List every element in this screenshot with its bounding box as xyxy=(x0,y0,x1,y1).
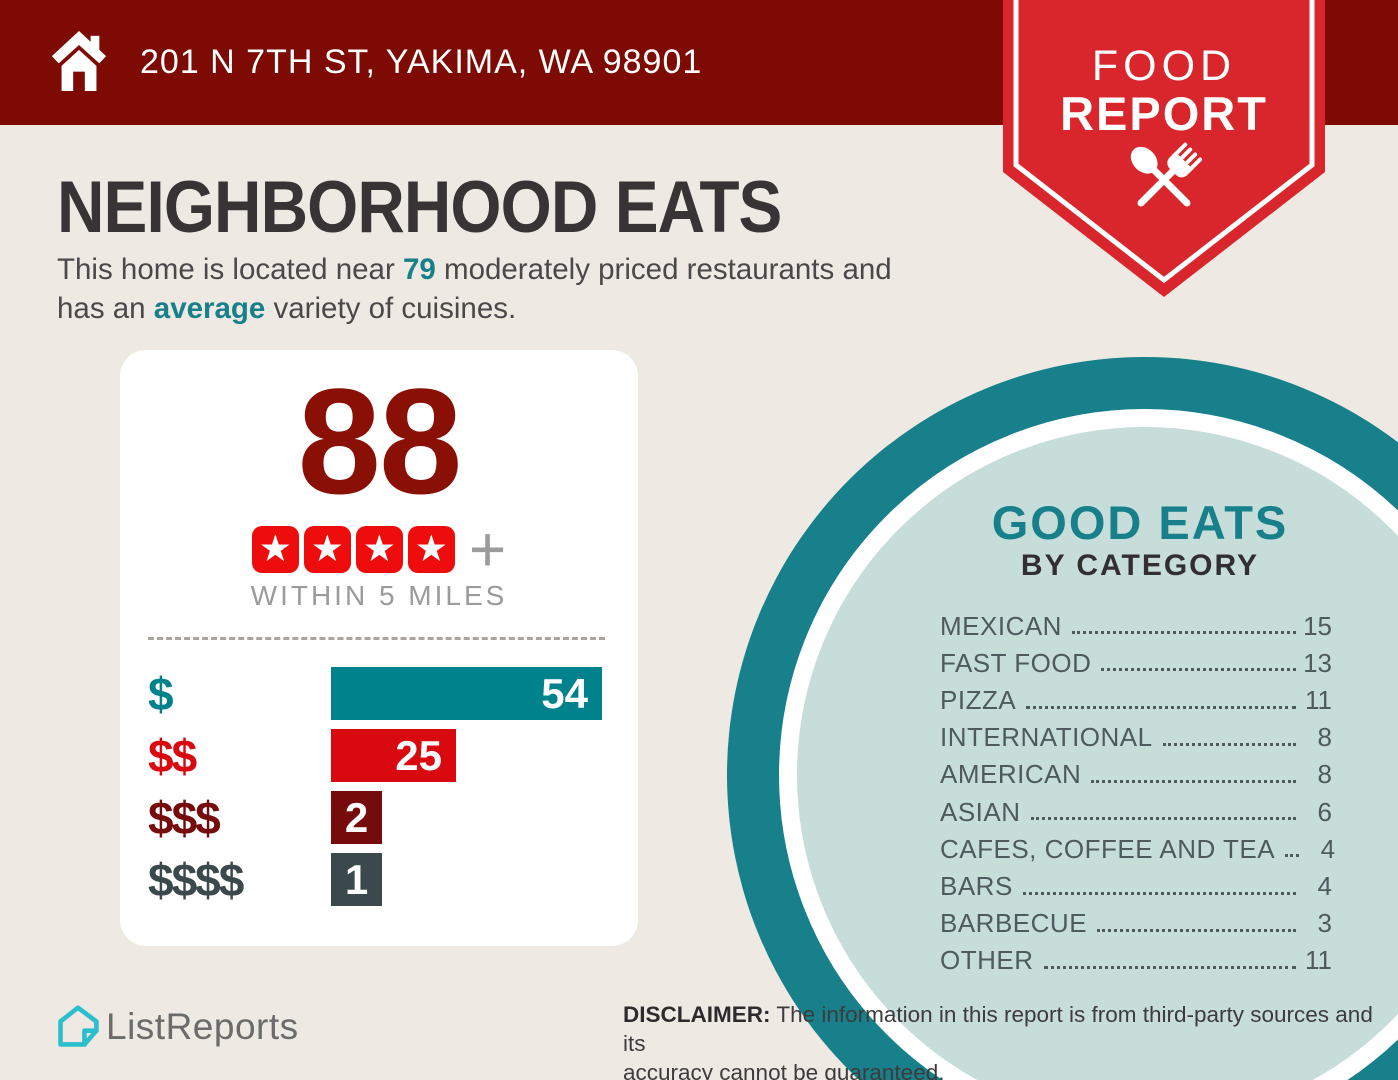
category-row: INTERNATIONAL 8 xyxy=(940,715,1332,752)
category-label: ASIAN xyxy=(940,796,1021,827)
category-value: 13 xyxy=(1303,647,1332,678)
category-row: AMERICAN 8 xyxy=(940,752,1332,789)
star-badges: ★ ★ ★ ★ xyxy=(251,526,455,573)
category-value: 11 xyxy=(1305,684,1332,715)
dotted-leader xyxy=(1071,631,1296,635)
disclaimer-label: DISCLAIMER: xyxy=(623,1002,771,1027)
price-bar-row: $54 xyxy=(120,667,638,720)
category-value: 8 xyxy=(1317,722,1332,753)
dotted-leader xyxy=(1097,928,1296,932)
intro-line1-pre: This home is located near xyxy=(57,253,403,286)
category-row: MEXICAN 15 xyxy=(940,603,1332,640)
category-value: 6 xyxy=(1317,796,1332,827)
category-row: PIZZA 11 xyxy=(940,677,1332,714)
dotted-leader xyxy=(1043,965,1296,969)
dotted-leader xyxy=(1285,854,1300,858)
price-bar: 1 xyxy=(331,853,382,906)
radius-label: WITHIN 5 MILES xyxy=(250,580,508,611)
category-list: MEXICAN 15 FAST FOOD 13 PIZZA 11 INTERNATIONAL… xyxy=(940,603,1336,975)
price-tier-label: $$$ xyxy=(148,791,221,844)
page-title: NEIGHBORHOOD EATS xyxy=(57,167,782,248)
crossed-spoon-and-fork-icon xyxy=(1130,142,1203,207)
disclaimer: DISCLAIMER: The information in this repo… xyxy=(623,1000,1398,1080)
dotted-leader xyxy=(1022,891,1296,895)
price-tier-label: $$ xyxy=(148,729,197,782)
dotted-leader xyxy=(1030,817,1296,821)
variety-word: average xyxy=(153,292,266,325)
good-eats-subtitle: BY CATEGORY xyxy=(1020,549,1260,582)
good-eats-title: GOOD EATS xyxy=(991,496,1289,549)
price-bar-value: 54 xyxy=(541,669,588,717)
ribbon-title-line2: REPORT xyxy=(1060,87,1268,140)
dotted-leader xyxy=(1026,705,1296,709)
star-icon: ★ xyxy=(303,526,351,573)
intro-line1-post: moderately priced restaurants and xyxy=(435,253,892,286)
category-label: PIZZA xyxy=(940,684,1017,715)
star-icon: ★ xyxy=(407,526,455,573)
category-row: BARS 4 xyxy=(940,863,1332,900)
category-row: ASIAN 6 xyxy=(940,789,1332,826)
disclaimer-line2: accuracy cannot be guaranteed. xyxy=(623,1060,945,1080)
price-bars: $54 $$ 25 $$$ 2 $$$$ 1 xyxy=(120,667,638,915)
property-address: 201 N 7TH ST, YAKIMA, WA 98901 xyxy=(140,43,703,81)
intro-text: This home is located near 79 moderately … xyxy=(57,250,892,328)
price-bar-row: $$$ 2 xyxy=(120,791,638,844)
price-bar-row: $$ 25 xyxy=(120,729,638,782)
plus-icon: + xyxy=(468,513,507,585)
star-icon: ★ xyxy=(355,526,403,573)
category-label: BARS xyxy=(940,870,1013,901)
food-report-ribbon: FOOD REPORT xyxy=(1003,0,1325,300)
category-label: MEXICAN xyxy=(940,610,1062,641)
restaurant-score: 88 xyxy=(297,357,463,525)
price-bar: 25 xyxy=(331,729,456,782)
category-label: CAFES, COFFEE AND TEA xyxy=(940,833,1276,864)
ribbon-shape xyxy=(1003,0,1325,297)
dotted-leader xyxy=(1101,668,1296,672)
star-icon: ★ xyxy=(251,526,299,573)
category-row: BARBECUE 3 xyxy=(940,901,1332,938)
category-value: 11 xyxy=(1305,945,1332,976)
star-rating: ★ ★ ★ ★ + xyxy=(120,513,638,585)
dashed-divider xyxy=(148,637,605,640)
category-row: FAST FOOD 13 xyxy=(940,640,1332,677)
restaurant-count: 79 xyxy=(402,253,436,286)
category-value: 15 xyxy=(1303,610,1332,641)
price-bar: 2 xyxy=(331,791,382,844)
price-bar-row: $$$$ 1 xyxy=(120,853,638,906)
category-label: FAST FOOD xyxy=(940,647,1092,678)
score-card: 88 ★ ★ ★ ★ + WITHIN 5 MILES $54 $$ 25 $$$ 2 $$$$… xyxy=(120,350,638,946)
category-label: INTERNATIONAL xyxy=(940,722,1153,753)
dotted-leader xyxy=(1091,779,1296,783)
disclaimer-line1: The information in this report is from t… xyxy=(623,1002,1373,1056)
ribbon-title-line1: FOOD xyxy=(1091,42,1237,90)
price-bar: 54 xyxy=(331,667,602,720)
listreports-house-icon xyxy=(58,1005,99,1047)
brand-name: ListReports xyxy=(106,1006,299,1047)
price-tier-label: $$$$ xyxy=(148,853,244,906)
category-value: 3 xyxy=(1317,908,1332,939)
category-value: 4 xyxy=(1320,833,1336,864)
category-label: AMERICAN xyxy=(940,759,1082,790)
price-tier-label: $ xyxy=(148,667,174,720)
price-bar-value: 1 xyxy=(344,855,369,903)
category-row: CAFES, COFFEE AND TEA 4 xyxy=(940,826,1336,864)
intro-line2-pre: has an xyxy=(57,292,154,325)
dotted-leader xyxy=(1162,742,1296,746)
category-label: OTHER xyxy=(940,945,1034,976)
price-bar-value: 2 xyxy=(344,793,369,841)
price-bar-value: 25 xyxy=(395,731,442,779)
intro-line2-post: variety of cuisines. xyxy=(265,292,517,325)
category-label: BARBECUE xyxy=(940,908,1088,939)
category-value: 8 xyxy=(1317,759,1332,790)
category-row: OTHER 11 xyxy=(940,938,1332,975)
house-icon xyxy=(51,30,107,92)
category-value: 4 xyxy=(1317,870,1332,901)
